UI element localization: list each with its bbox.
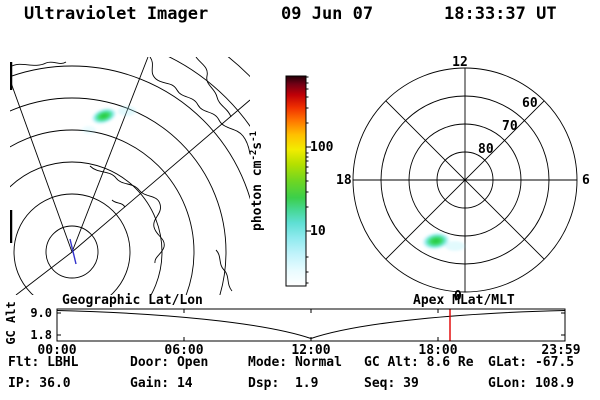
- ytick-9: 9.0: [30, 306, 52, 320]
- mlt-label-12: 12: [452, 55, 468, 70]
- geographic-map: [10, 57, 250, 295]
- alt-strip-chart: [56, 308, 566, 342]
- colorbar: [285, 75, 311, 287]
- apex-polar-plot: [352, 67, 578, 293]
- strip-chart-ticks: [57, 309, 565, 341]
- header-date: 09 Jun 07: [281, 4, 374, 24]
- apex-panel-label: Apex MLat/MLT: [413, 293, 515, 308]
- app-title: Ultraviolet Imager: [24, 4, 209, 24]
- orbit-track: [69, 238, 77, 265]
- altitude-curve: [56, 310, 566, 340]
- status-ip: IP: 36.0: [8, 376, 71, 391]
- xtick-2359: 23:59: [541, 343, 581, 358]
- unit-exponent-1: -2: [249, 149, 259, 161]
- status-mode: Mode: Normal: [248, 355, 342, 370]
- unit-text: photon cm: [250, 160, 265, 231]
- geo-panel-label: Geographic Lat/Lon: [62, 293, 203, 308]
- mlat-label-70: 70: [502, 119, 518, 134]
- unit-text-2: s: [250, 141, 265, 150]
- mlt-label-6: 6: [582, 173, 590, 188]
- status-flt: Flt: LBHL: [8, 355, 79, 370]
- colorbar-ticks: [306, 76, 311, 284]
- status-door: Door: Open: [130, 355, 209, 370]
- colorbar-tick-10: 10: [310, 224, 326, 239]
- aurora-blob-apex: [421, 231, 465, 251]
- latitude-circles: [10, 57, 250, 295]
- mlt-spokes: [353, 68, 577, 292]
- strip-chart-ylabel: GC Alt: [4, 301, 18, 345]
- meridian-lines: [10, 57, 250, 295]
- ytick-1: 1.8: [30, 328, 52, 342]
- status-glon: GLon: 108.9: [488, 376, 575, 391]
- xtick-1200: 12:00: [291, 343, 331, 358]
- colorbar-unit-label: photon cm-2s-1: [249, 131, 265, 231]
- unit-exponent-2: -1: [249, 131, 259, 142]
- mlt-label-0: 0: [454, 289, 462, 304]
- status-gcalt: GC Alt: 8.6 Re: [364, 355, 474, 370]
- mlat-label-60: 60: [522, 96, 538, 111]
- xtick-0600: 06:00: [164, 343, 204, 358]
- coastlines: [11, 57, 250, 292]
- xtick-0000: 00:00: [37, 343, 77, 358]
- status-gain: Gain: 14: [130, 376, 193, 391]
- mlat-label-80: 80: [478, 142, 494, 157]
- status-seq: Seq: 39: [364, 376, 419, 391]
- header-time: 18:33:37 UT: [444, 4, 557, 24]
- xtick-1800: 18:00: [418, 343, 458, 358]
- aurora-blob-geo: [82, 106, 136, 134]
- status-dsp: Dsp: 1.9: [248, 376, 319, 391]
- colorbar-tick-100: 100: [310, 140, 334, 155]
- colorbar-gradient: [285, 75, 307, 287]
- mlt-label-18: 18: [336, 173, 352, 188]
- status-glat: GLat: -67.5: [488, 355, 575, 370]
